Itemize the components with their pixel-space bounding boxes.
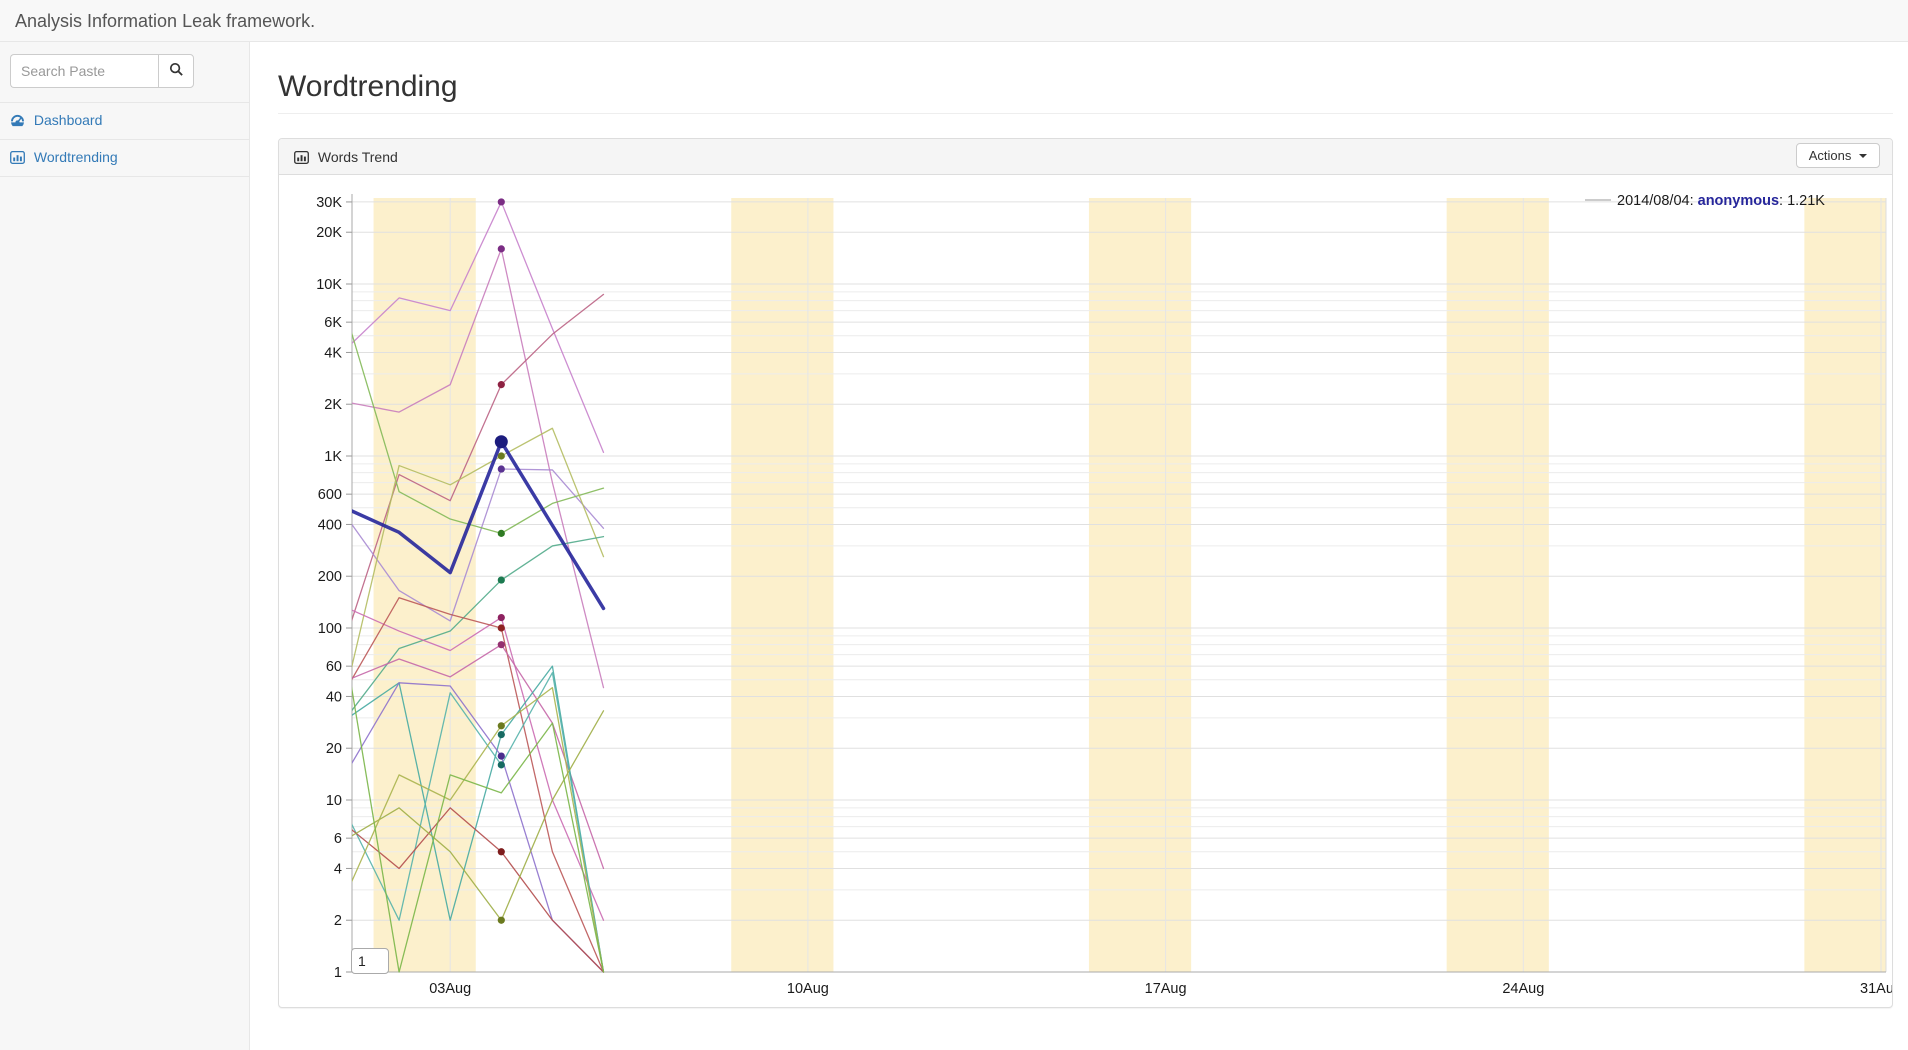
words-trend-panel: Words Trend Actions 30K 20K 10K 6K 4K 2K 1K 600… bbox=[278, 138, 1893, 1008]
series-dot-series-6[interactable] bbox=[497, 529, 505, 537]
series-dot-series-2[interactable] bbox=[497, 198, 505, 206]
series-dot-anonymous[interactable] bbox=[494, 435, 508, 449]
series-dot-series-17[interactable] bbox=[497, 722, 505, 730]
x-tick-label: 10Aug bbox=[787, 981, 829, 997]
series-dot-series-16[interactable] bbox=[497, 916, 505, 924]
series-dot-series-7[interactable] bbox=[497, 452, 505, 460]
sidebar-item-wordtrending[interactable]: Wordtrending bbox=[0, 140, 249, 177]
y-tick-label: 600 bbox=[318, 487, 342, 503]
dashboard-gauge-icon bbox=[10, 114, 25, 130]
series-dot-series-8[interactable] bbox=[497, 576, 505, 584]
search-button[interactable] bbox=[158, 54, 194, 88]
actions-label: Actions bbox=[1808, 148, 1852, 163]
weekend-band bbox=[373, 198, 476, 972]
series-dot-series-3[interactable] bbox=[497, 245, 505, 253]
series-dot-series-12[interactable] bbox=[497, 731, 505, 739]
y-tick-label: 200 bbox=[318, 569, 342, 585]
y-tick-label: 2 bbox=[334, 913, 342, 929]
trend-chart-svg: 30K 20K 10K 6K 4K 2K 1K 600 400 200 100 60 40 20 10 6 4 2… bbox=[316, 193, 1892, 997]
page-header: Wordtrending bbox=[278, 70, 1893, 114]
weekend-band bbox=[1088, 198, 1192, 972]
y-tick-label: 6K bbox=[324, 315, 342, 331]
y-tick-label: 10 bbox=[326, 793, 342, 809]
series-line-series-8[interactable] bbox=[348, 535, 605, 716]
y-tick-label: 40 bbox=[326, 689, 342, 705]
panel-title: Words Trend bbox=[317, 149, 398, 165]
bar-chart-icon bbox=[294, 148, 309, 170]
y-tick-label: 20K bbox=[316, 225, 342, 241]
sidebar-nav: Dashboard Wordtrending bbox=[0, 102, 249, 177]
x-tick-label: 24Aug bbox=[1502, 981, 1544, 997]
main-content: Wordtrending Words Trend Actions 30K 20K 1… bbox=[250, 42, 1908, 1050]
y-tick-label: 1 bbox=[334, 965, 342, 981]
y-tick-label: 100 bbox=[318, 621, 342, 637]
series-line-series-12[interactable] bbox=[348, 665, 605, 973]
app-brand: Analysis Information Leak framework. bbox=[15, 11, 316, 31]
top-navbar: Analysis Information Leak framework. bbox=[0, 0, 1908, 42]
y-tick-label: 4 bbox=[334, 861, 342, 877]
y-tick-label: 30K bbox=[316, 195, 342, 211]
chart-area: 30K 20K 10K 6K 4K 2K 1K 600 400 200 100 60 40 20 10 6 4 2… bbox=[279, 175, 1892, 1007]
y-tick-label: 60 bbox=[326, 659, 342, 675]
series-dot-series-9[interactable] bbox=[497, 613, 505, 622]
x-tick-label: 17Aug bbox=[1145, 981, 1187, 997]
panel-heading: Words Trend Actions bbox=[279, 139, 1892, 175]
y-tick-label: 2K bbox=[324, 397, 342, 413]
series-dot-series-10[interactable] bbox=[497, 624, 505, 632]
series-line-series-10[interactable] bbox=[348, 597, 605, 973]
search-group bbox=[10, 54, 239, 88]
page-title: Wordtrending bbox=[278, 70, 458, 103]
series-dot-series-15[interactable] bbox=[497, 848, 505, 856]
magnifier-icon bbox=[169, 62, 184, 80]
series-line-series-15[interactable] bbox=[348, 807, 605, 973]
series-group bbox=[348, 198, 606, 973]
corner-page-input[interactable] bbox=[351, 948, 389, 974]
x-tick-label: 31Aug bbox=[1860, 981, 1892, 997]
series-line-series-16[interactable] bbox=[348, 710, 605, 921]
y-tick-label: 20 bbox=[326, 741, 342, 757]
series-line-series-3[interactable] bbox=[348, 248, 605, 689]
tooltip-label: 2014/08/04: anonymous: 1.21K bbox=[1617, 193, 1825, 209]
series-line-series-5[interactable] bbox=[348, 468, 605, 622]
weekend-band bbox=[1804, 198, 1886, 972]
y-tick-label: 1K bbox=[324, 449, 342, 465]
x-tick-label: 03Aug bbox=[429, 981, 471, 997]
series-dot-series-11[interactable] bbox=[497, 641, 505, 649]
actions-dropdown-button[interactable]: Actions bbox=[1795, 143, 1880, 168]
series-line-series-18[interactable] bbox=[348, 666, 605, 973]
y-tick-label: 400 bbox=[318, 517, 342, 533]
search-input[interactable] bbox=[10, 54, 158, 88]
sidebar-item-label: Dashboard bbox=[33, 112, 103, 128]
series-line-series-9[interactable] bbox=[348, 608, 605, 921]
bar-chart-icon bbox=[10, 150, 25, 167]
series-dot-series-4[interactable] bbox=[497, 381, 505, 389]
series-line-series-17[interactable] bbox=[348, 686, 605, 973]
y-tick-label: 4K bbox=[324, 345, 342, 361]
series-dot-series-14[interactable] bbox=[497, 752, 505, 760]
weekend-band bbox=[731, 198, 834, 972]
series-dot-series-5[interactable] bbox=[497, 465, 505, 473]
series-line-series-13[interactable] bbox=[348, 672, 605, 973]
series-line-series-7[interactable] bbox=[348, 427, 605, 683]
caret-down-icon bbox=[1859, 154, 1867, 158]
weekend-band bbox=[1446, 198, 1549, 972]
sidebar-item-dashboard[interactable]: Dashboard bbox=[0, 103, 249, 140]
series-line-series-11[interactable] bbox=[348, 644, 605, 870]
y-tick-label: 6 bbox=[334, 831, 342, 847]
sidebar: Dashboard Wordtrending bbox=[0, 42, 250, 1050]
series-line-series-2[interactable] bbox=[348, 201, 605, 454]
series-line-series-6[interactable] bbox=[348, 321, 605, 535]
series-line-anonymous[interactable] bbox=[348, 440, 606, 611]
y-tick-label: 10K bbox=[316, 277, 342, 293]
sidebar-item-label: Wordtrending bbox=[33, 149, 118, 165]
series-dot-series-13[interactable] bbox=[497, 761, 505, 769]
